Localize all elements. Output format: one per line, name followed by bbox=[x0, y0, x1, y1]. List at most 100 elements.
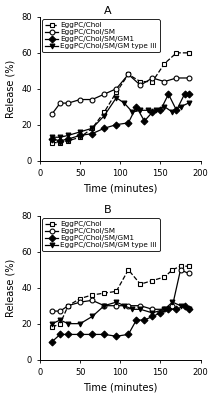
EggPC/Chol/SM/GM type III bbox=[131, 307, 134, 312]
X-axis label: Time (minutes): Time (minutes) bbox=[83, 382, 158, 392]
EggPC/Chol/SM/GM type III bbox=[179, 104, 182, 109]
EggPC/Chol/SM/GM type III bbox=[139, 108, 142, 113]
EggPC/Chol/SM bbox=[187, 76, 190, 80]
EggPC/Chol bbox=[59, 140, 61, 145]
EggPC/Chol/SM/GM type III bbox=[103, 303, 106, 308]
EggPC/Chol bbox=[59, 321, 61, 326]
Line: EggPC/Chol/SM/GM1: EggPC/Chol/SM/GM1 bbox=[50, 92, 191, 143]
EggPC/Chol/SM/GM1 bbox=[187, 307, 190, 312]
EggPC/Chol/SM bbox=[59, 309, 61, 314]
EggPC/Chol/SM/GM1 bbox=[167, 307, 170, 312]
EggPC/Chol/SM bbox=[67, 303, 69, 308]
EggPC/Chol/SM/GM type III bbox=[115, 300, 117, 304]
EggPC/Chol/SM/GM1 bbox=[127, 332, 130, 337]
EggPC/Chol/SM bbox=[179, 267, 182, 272]
EggPC/Chol bbox=[91, 126, 94, 131]
EggPC/Chol/SM bbox=[115, 86, 117, 91]
EggPC/Chol bbox=[175, 51, 178, 55]
EggPC/Chol/SM/GM type III bbox=[59, 318, 61, 322]
EggPC/Chol/SM/GM type III bbox=[59, 135, 61, 140]
EggPC/Chol/SM bbox=[127, 72, 130, 77]
EggPC/Chol/SM/GM1 bbox=[159, 310, 162, 315]
EggPC/Chol bbox=[163, 61, 166, 66]
Line: EggPC/Chol/SM: EggPC/Chol/SM bbox=[50, 72, 191, 116]
EggPC/Chol bbox=[187, 264, 190, 269]
Line: EggPC/Chol/SM: EggPC/Chol/SM bbox=[50, 267, 191, 314]
EggPC/Chol/SM/GM type III bbox=[151, 310, 154, 315]
EggPC/Chol/SM/GM1 bbox=[167, 92, 170, 97]
EggPC/Chol bbox=[79, 135, 82, 140]
EggPC/Chol/SM bbox=[127, 303, 130, 308]
EggPC/Chol/SM bbox=[67, 101, 69, 105]
EggPC/Chol/SM/GM type III bbox=[171, 300, 174, 304]
Line: EggPC/Chol: EggPC/Chol bbox=[50, 264, 191, 330]
EggPC/Chol/SM/GM1 bbox=[127, 121, 130, 125]
EggPC/Chol/SM/GM type III bbox=[103, 113, 106, 118]
Line: EggPC/Chol: EggPC/Chol bbox=[50, 51, 191, 145]
EggPC/Chol/SM/GM type III bbox=[67, 133, 69, 138]
EggPC/Chol/SM/GM type III bbox=[67, 321, 69, 326]
EggPC/Chol bbox=[187, 51, 190, 55]
EggPC/Chol/SM/GM1 bbox=[59, 332, 61, 337]
EggPC/Chol/SM bbox=[139, 83, 142, 88]
EggPC/Chol/SM/GM type III bbox=[123, 303, 126, 308]
EggPC/Chol/SM/GM1 bbox=[175, 108, 178, 113]
EggPC/Chol/SM/GM1 bbox=[151, 314, 154, 319]
EggPC/Chol bbox=[151, 278, 154, 283]
Y-axis label: Release (%): Release (%) bbox=[6, 259, 16, 317]
EggPC/Chol/SM/GM1 bbox=[135, 318, 138, 322]
EggPC/Chol bbox=[51, 325, 53, 330]
EggPC/Chol/SM/GM type III bbox=[187, 101, 190, 105]
EggPC/Chol/SM/GM type III bbox=[79, 321, 82, 326]
EggPC/Chol/SM/GM1 bbox=[103, 126, 106, 131]
EggPC/Chol/SM bbox=[151, 76, 154, 80]
EggPC/Chol bbox=[103, 110, 106, 115]
EggPC/Chol/SM/GM1 bbox=[115, 334, 117, 339]
EggPC/Chol/SM bbox=[103, 303, 106, 308]
EggPC/Chol/SM bbox=[79, 300, 82, 304]
Legend: EggPC/Chol, EggPC/Chol/SM, EggPC/Chol/SM/GM1, EggPC/Chol/SM/GM type III: EggPC/Chol, EggPC/Chol/SM, EggPC/Chol/SM… bbox=[42, 218, 160, 252]
EggPC/Chol bbox=[139, 282, 142, 287]
EggPC/Chol/SM/GM1 bbox=[79, 332, 82, 337]
EggPC/Chol/SM bbox=[163, 307, 166, 312]
EggPC/Chol/SM bbox=[175, 76, 178, 80]
EggPC/Chol bbox=[51, 140, 53, 145]
EggPC/Chol bbox=[67, 303, 69, 308]
EggPC/Chol/SM/GM1 bbox=[143, 318, 146, 322]
EggPC/Chol bbox=[139, 79, 142, 84]
EggPC/Chol bbox=[103, 291, 106, 296]
EggPC/Chol/SM bbox=[51, 111, 53, 116]
Text: A: A bbox=[104, 6, 111, 16]
EggPC/Chol bbox=[127, 72, 130, 77]
Line: EggPC/Chol/SM/GM type III: EggPC/Chol/SM/GM type III bbox=[50, 95, 191, 140]
Line: EggPC/Chol/SM/GM1: EggPC/Chol/SM/GM1 bbox=[50, 303, 191, 344]
EggPC/Chol/SM/GM1 bbox=[91, 332, 94, 337]
EggPC/Chol/SM bbox=[115, 303, 117, 308]
Legend: EggPC/Chol, EggPC/Chol/SM, EggPC/Chol/SM/GM1, EggPC/Chol/SM/GM type III: EggPC/Chol, EggPC/Chol/SM, EggPC/Chol/SM… bbox=[42, 19, 160, 53]
EggPC/Chol/SM/GM1 bbox=[51, 339, 53, 344]
Y-axis label: Release (%): Release (%) bbox=[6, 60, 16, 118]
EggPC/Chol/SM/GM type III bbox=[147, 108, 150, 113]
EggPC/Chol/SM/GM type III bbox=[155, 108, 158, 113]
EggPC/Chol/SM bbox=[91, 97, 94, 102]
EggPC/Chol/SM/GM1 bbox=[187, 92, 190, 97]
EggPC/Chol/SM/GM1 bbox=[91, 131, 94, 136]
EggPC/Chol/SM/GM type III bbox=[91, 126, 94, 131]
EggPC/Chol/SM bbox=[171, 303, 174, 308]
EggPC/Chol/SM/GM1 bbox=[67, 137, 69, 141]
EggPC/Chol/SM/GM1 bbox=[159, 108, 162, 113]
EggPC/Chol/SM bbox=[163, 79, 166, 84]
EggPC/Chol/SM/GM1 bbox=[135, 104, 138, 109]
EggPC/Chol/SM/GM type III bbox=[91, 314, 94, 319]
EggPC/Chol bbox=[67, 139, 69, 143]
EggPC/Chol/SM/GM1 bbox=[183, 303, 186, 308]
EggPC/Chol bbox=[79, 296, 82, 301]
EggPC/Chol/SM/GM1 bbox=[175, 307, 178, 312]
EggPC/Chol bbox=[127, 267, 130, 272]
EggPC/Chol bbox=[151, 79, 154, 84]
EggPC/Chol/SM bbox=[51, 309, 53, 314]
EggPC/Chol bbox=[163, 275, 166, 279]
EggPC/Chol/SM/GM type III bbox=[163, 307, 166, 312]
EggPC/Chol/SM/GM1 bbox=[143, 119, 146, 123]
EggPC/Chol/SM/GM type III bbox=[139, 307, 142, 312]
